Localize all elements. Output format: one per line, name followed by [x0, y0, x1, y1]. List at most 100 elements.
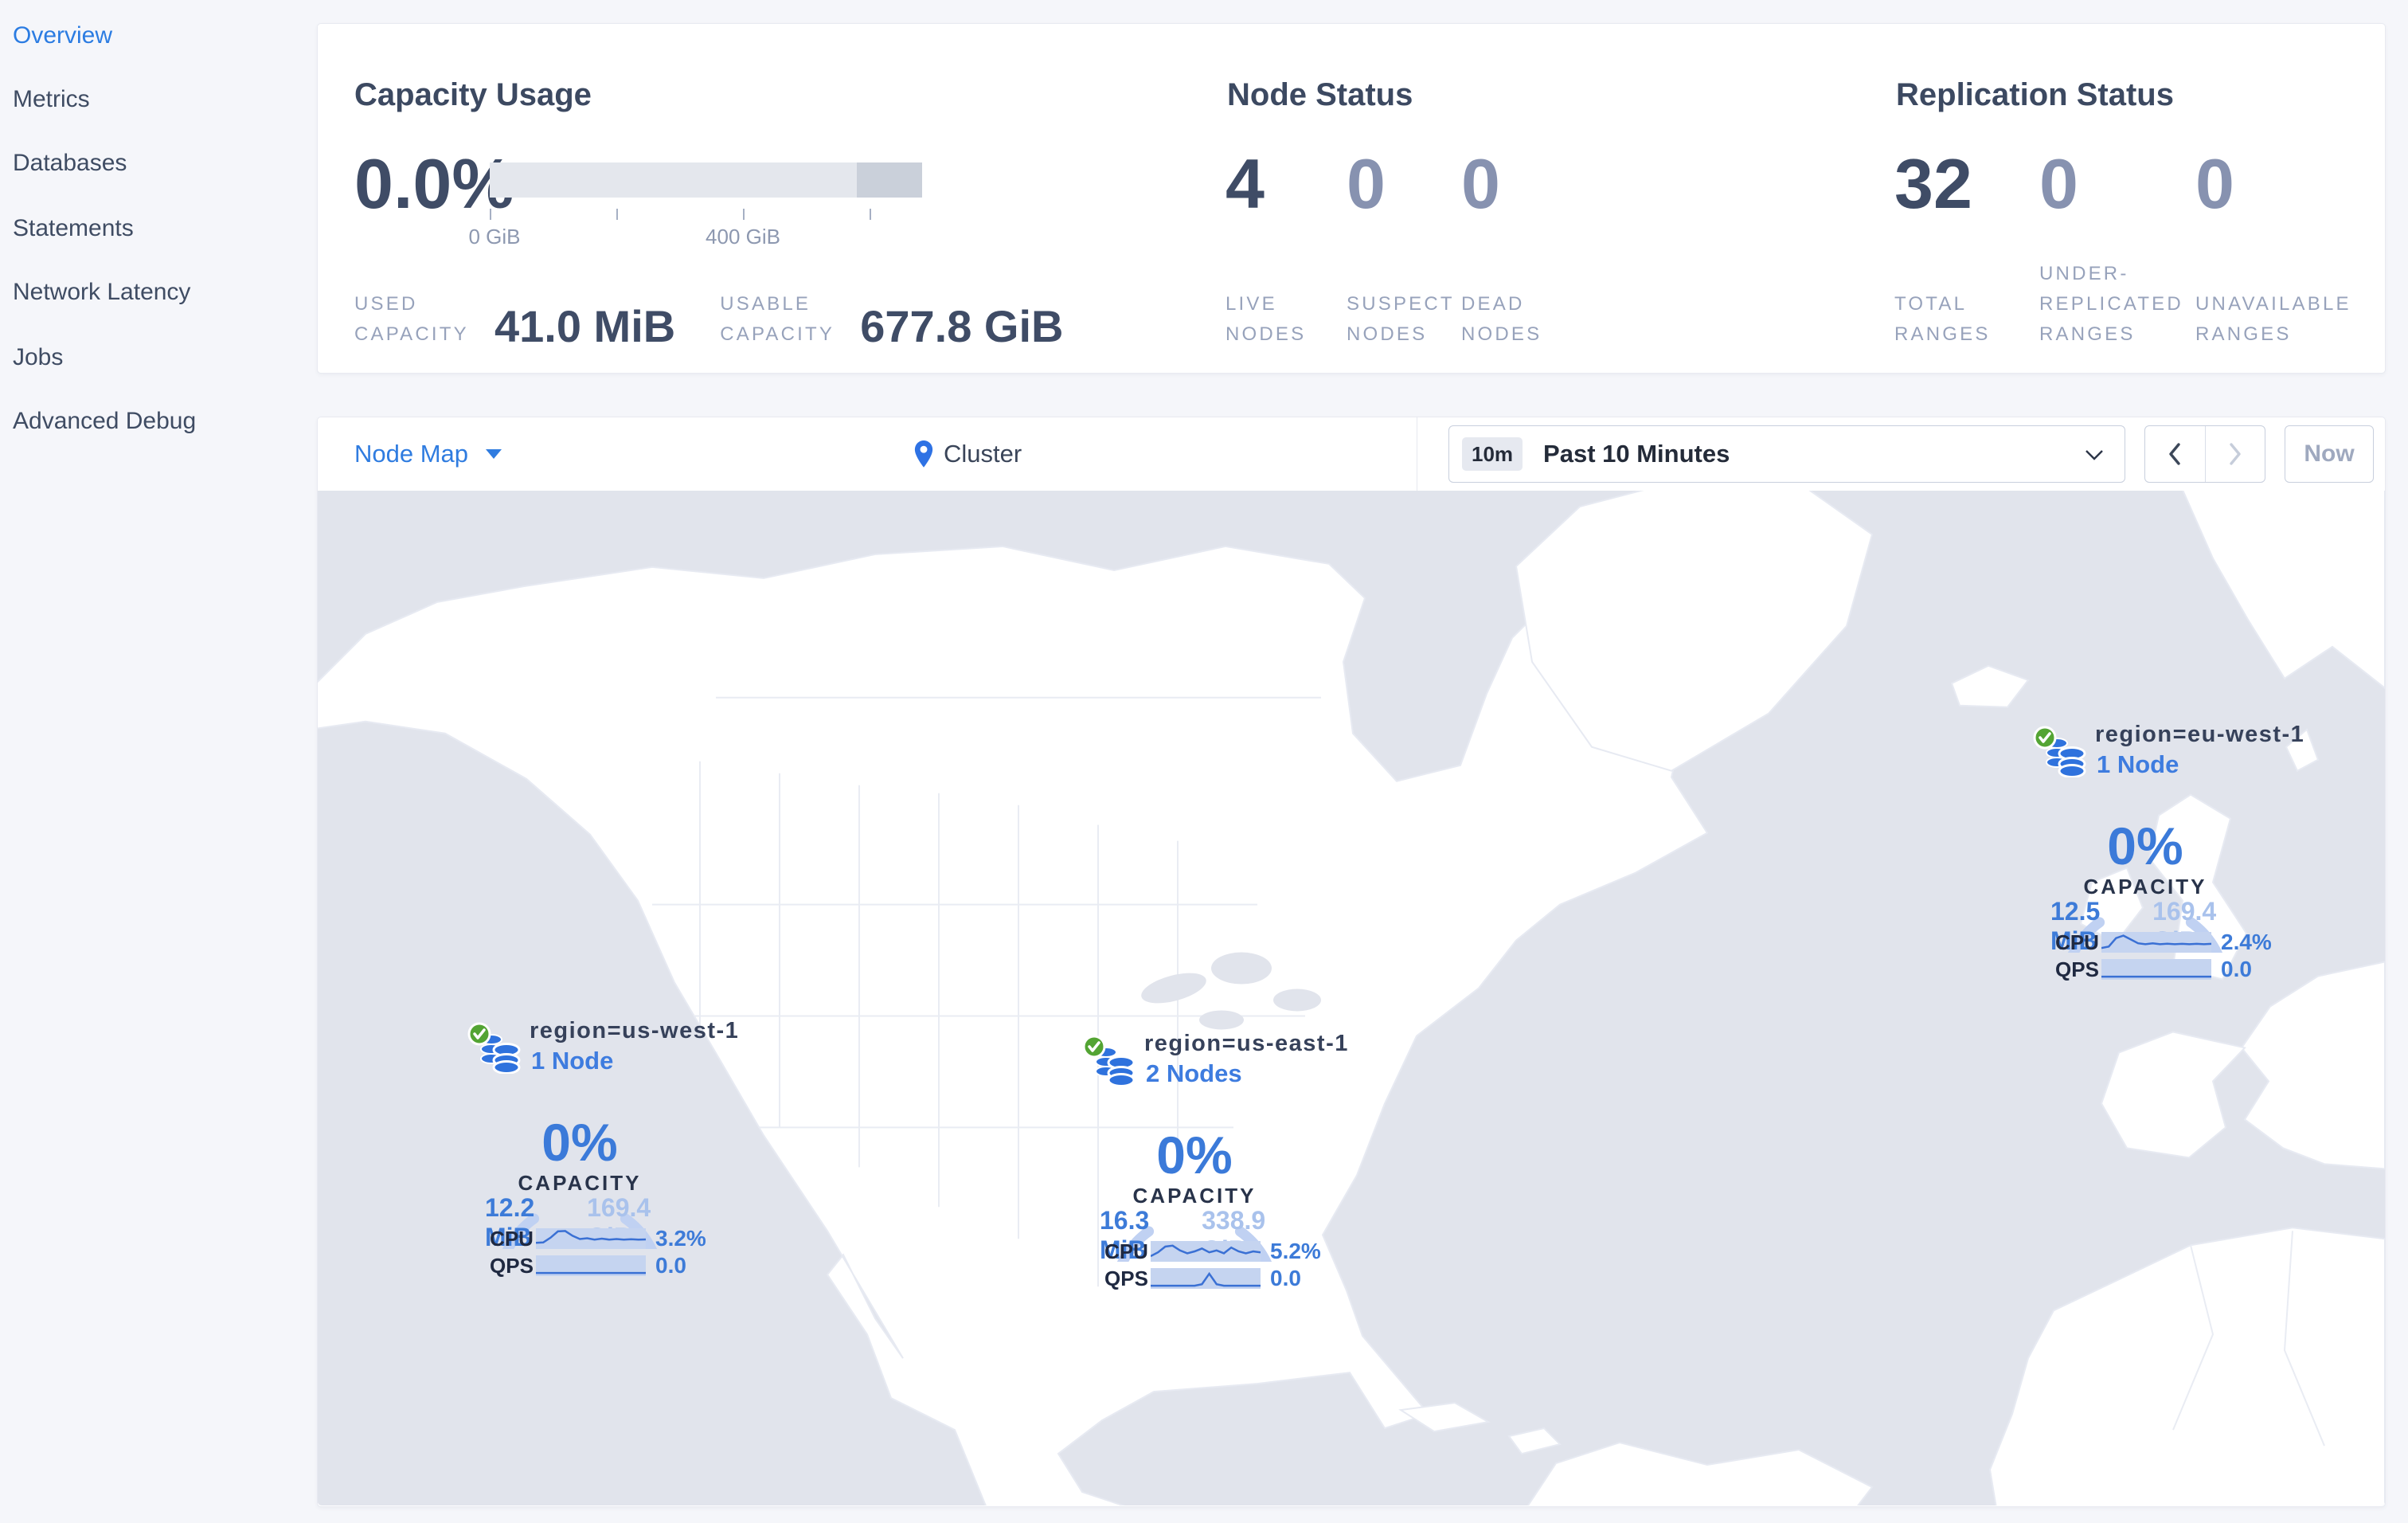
- live-nodes-label: LIVE NODES: [1226, 293, 1307, 345]
- qps-label: QPS: [2055, 957, 2099, 981]
- cpu-sparkline: [536, 1227, 646, 1250]
- region-marker-us-west-1: region=us-west-1 1 Node 0% CAPACITY 12.2…: [467, 1010, 738, 1281]
- unavailable-ranges-value: 0: [2195, 144, 2234, 223]
- now-button[interactable]: Now: [2285, 425, 2374, 483]
- nodes-stack-icon: [2046, 738, 2086, 777]
- qps-value: 0.0: [655, 1253, 686, 1278]
- live-nodes-value: 4: [1226, 144, 1265, 223]
- cpu-label: CPU: [490, 1226, 534, 1251]
- qps-row: QPS 0.0: [1104, 1266, 1321, 1290]
- nodes-stack-icon: [480, 1034, 521, 1074]
- sidebar: Overview Metrics Databases Statements Ne…: [0, 0, 315, 1523]
- time-range-dropdown[interactable]: 10m Past 10 Minutes: [1448, 425, 2125, 483]
- landmass-greenland: [1515, 491, 1874, 772]
- landmass-scandinavia: [2182, 491, 2385, 690]
- suspect-nodes-value: 0: [1347, 144, 1386, 223]
- qps-value: 0.0: [1270, 1266, 1301, 1290]
- region-nodes-link[interactable]: 1 Node: [2097, 750, 2179, 778]
- used-capacity-value: 41.0 MiB: [494, 301, 676, 351]
- under-replicated-ranges-stat: 0 UNDER-REPLICATED RANGES: [2039, 149, 2192, 350]
- region-nodes-link[interactable]: 1 Node: [531, 1047, 614, 1075]
- qps-label: QPS: [490, 1253, 534, 1278]
- capacity-percent: 0%: [541, 1113, 618, 1172]
- cpu-row: CPU 3.2%: [490, 1226, 706, 1251]
- node-map[interactable]: region=us-west-1 1 Node 0% CAPACITY 12.2…: [318, 491, 2385, 1505]
- capacity-minmax: 16.3 MiB 338.9 GiB: [1100, 1206, 1316, 1265]
- replication-status-title: Replication Status: [1896, 77, 2174, 112]
- cpu-value: 2.4%: [2221, 930, 2272, 954]
- total-ranges-value: 32: [1894, 144, 1972, 223]
- landmass-iberia: [2100, 1031, 2246, 1159]
- landmass-iceland: [1950, 664, 2030, 708]
- capacity-percent: 0.0%: [354, 144, 514, 223]
- landmass-south-america: [1526, 1442, 1874, 1505]
- capacity-axis-tick: [870, 209, 871, 220]
- cluster-summary-card: Capacity Usage 0.0% 0 GiB 400 GiB USED C…: [317, 23, 2386, 374]
- node-status-title: Node Status: [1227, 77, 1413, 112]
- region-marker-eu-west-1: region=eu-west-1 1 Node 0% CAPACITY 12.5…: [2033, 714, 2304, 985]
- time-step-buttons: [2144, 425, 2265, 483]
- time-prev-button[interactable]: [2145, 426, 2206, 482]
- sidebar-item-jobs[interactable]: Jobs: [13, 344, 64, 370]
- region-nodes-link[interactable]: 2 Nodes: [1146, 1059, 1242, 1087]
- landmass-cuba: [1398, 1402, 1491, 1433]
- chevron-down-icon: [2086, 450, 2103, 460]
- landmass-north-africa: [1988, 1227, 2385, 1505]
- breadcrumb-label: Cluster: [944, 440, 1022, 468]
- capacity-used-value: 12.5 MiB: [2050, 897, 2101, 955]
- sidebar-item-metrics[interactable]: Metrics: [13, 86, 90, 112]
- landmass-europe: [2240, 961, 2385, 1170]
- region-label: region=eu-west-1: [2095, 722, 2305, 747]
- capacity-bar-reserved-segment: [857, 162, 922, 198]
- chevron-down-icon: [486, 449, 502, 459]
- chevron-right-icon: [2230, 443, 2241, 465]
- region-label: region=us-east-1: [1144, 1031, 1349, 1056]
- capacity-label: CAPACITY: [1132, 1184, 1257, 1208]
- capacity-percent: 0%: [1156, 1126, 1233, 1184]
- qps-value: 0.0: [2221, 957, 2252, 981]
- under-replicated-ranges-value: 0: [2039, 144, 2078, 223]
- usable-capacity-value: 677.8 GiB: [860, 301, 1064, 351]
- unavailable-ranges-label: UNAVAILABLE RANGES: [2195, 293, 2351, 345]
- capacity-usage-title: Capacity Usage: [354, 77, 592, 112]
- node-map-card: Node Map Cluster 10m Past 10 Minutes: [317, 417, 2386, 1507]
- sidebar-item-advanced-debug[interactable]: Advanced Debug: [13, 408, 197, 434]
- capacity-used-value: 16.3 MiB: [1100, 1206, 1150, 1264]
- healthy-check-icon: [2033, 726, 2057, 750]
- nodes-stack-icon: [1095, 1047, 1136, 1086]
- capacity-bar: [490, 162, 922, 198]
- great-lakes: [1141, 952, 1321, 1030]
- qps-row: QPS 0.0: [490, 1253, 706, 1278]
- capacity-used-value: 12.2 MiB: [485, 1193, 535, 1251]
- cpu-sparkline: [1151, 1240, 1261, 1263]
- healthy-check-icon: [1082, 1035, 1106, 1059]
- dead-nodes-label: DEAD NODES: [1461, 293, 1542, 345]
- capacity-label: CAPACITY: [2083, 875, 2207, 899]
- capacity-label: CAPACITY: [518, 1171, 642, 1195]
- sidebar-item-databases[interactable]: Databases: [13, 150, 127, 176]
- cpu-row: CPU 5.2%: [1104, 1239, 1321, 1263]
- healthy-check-icon: [467, 1022, 491, 1046]
- map-pin-icon: [914, 440, 933, 468]
- under-replicated-ranges-label: UNDER-REPLICATED RANGES: [2039, 263, 2183, 345]
- total-ranges-stat: 32 TOTAL RANGES: [1894, 149, 2030, 350]
- map-toolbar: Node Map Cluster 10m Past 10 Minutes: [318, 417, 2385, 491]
- cpu-value: 5.2%: [1270, 1239, 1321, 1263]
- capacity-axis-tick: [743, 209, 745, 220]
- region-marker-us-east-1: region=us-east-1 2 Nodes 0% CAPACITY 16.…: [1082, 1023, 1347, 1294]
- qps-sparkline: [536, 1255, 646, 1277]
- sidebar-item-statements[interactable]: Statements: [13, 215, 134, 241]
- unavailable-ranges-stat: 0 UNAVAILABLE RANGES: [2195, 149, 2367, 350]
- capacity-axis-label-0: 0 GiB: [468, 225, 521, 249]
- qps-sparkline: [1151, 1267, 1261, 1290]
- time-next-button[interactable]: [2206, 426, 2265, 482]
- live-nodes-stat: 4 LIVE NODES: [1226, 149, 1329, 350]
- capacity-axis-label-400: 400 GiB: [706, 225, 780, 249]
- sidebar-item-overview[interactable]: Overview: [13, 22, 113, 49]
- view-selector-dropdown[interactable]: Node Map: [354, 417, 502, 491]
- breadcrumb[interactable]: Cluster: [913, 417, 1022, 491]
- cpu-label: CPU: [2055, 930, 2099, 954]
- cpu-row: CPU 2.4%: [2055, 930, 2272, 954]
- sidebar-item-network-latency[interactable]: Network Latency: [13, 279, 191, 305]
